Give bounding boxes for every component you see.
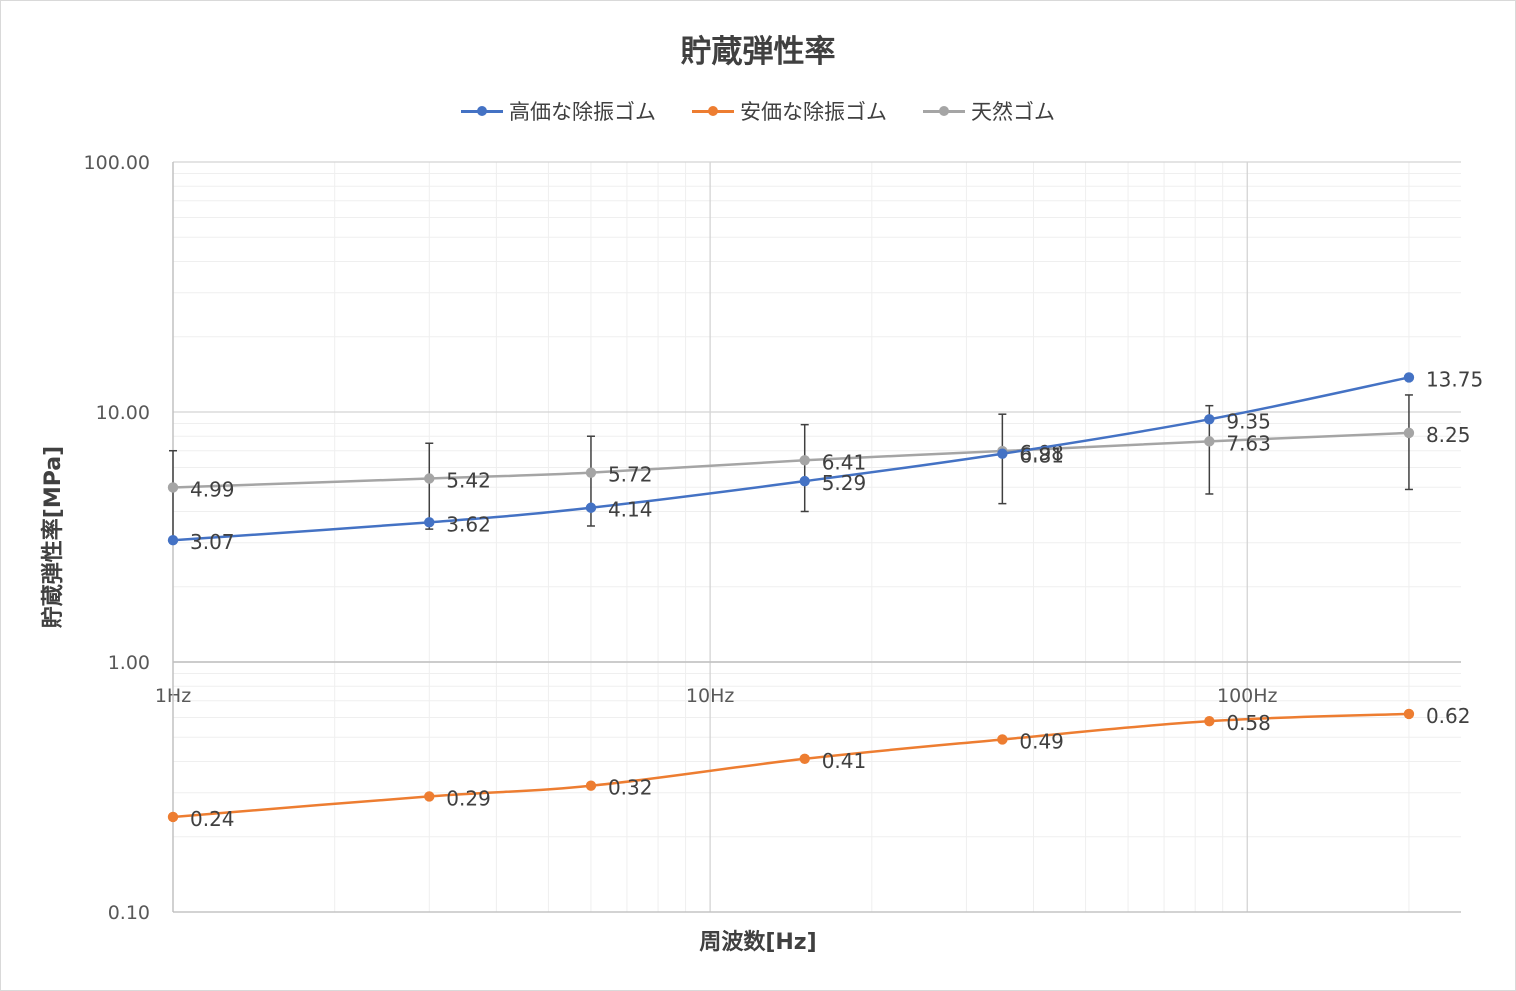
data-point	[167, 482, 179, 493]
data-label: 8.25	[1426, 423, 1471, 447]
data-label: 9.35	[1226, 409, 1271, 433]
legend-item-cheap: 安価な除振ゴム	[692, 96, 887, 126]
legend-label-natural: 天然ゴム	[971, 100, 1055, 124]
series-line-1	[172, 712, 1409, 819]
data-label: 5.29	[822, 471, 867, 495]
data-point	[1403, 708, 1415, 720]
data-label: 6.41	[822, 450, 867, 474]
legend-label-cheap: 安価な除振ゴム	[740, 100, 887, 124]
data-point	[167, 811, 179, 823]
x-tick-label: 10Hz	[686, 685, 734, 707]
data-label: 5.72	[608, 463, 653, 487]
x-tick-label: 100Hz	[1217, 685, 1278, 707]
data-label: 0.41	[822, 749, 867, 773]
series-line-2	[172, 431, 1410, 489]
data-label: 4.99	[190, 477, 235, 501]
data-point	[1204, 715, 1215, 727]
data-point	[1204, 436, 1215, 447]
data-label: 0.49	[1019, 729, 1064, 753]
data-point	[799, 475, 810, 487]
data-point	[585, 780, 597, 791]
legend-swatch-natural	[923, 105, 965, 117]
y-tick-label: 10.00	[96, 402, 150, 424]
data-label: 0.24	[190, 807, 235, 831]
data-point	[997, 448, 1008, 459]
data-point	[799, 753, 810, 765]
data-label: 3.62	[446, 512, 491, 536]
data-label: 0.29	[446, 786, 491, 810]
data-label: 13.75	[1426, 367, 1483, 391]
data-point	[424, 473, 435, 484]
data-label: 0.58	[1226, 711, 1271, 735]
y-axis-title: 貯蔵弾性率[MPa]	[41, 445, 66, 629]
data-label: 3.07	[190, 530, 235, 554]
data-label: 4.14	[608, 498, 653, 522]
data-point	[997, 734, 1008, 745]
chart-title: 貯蔵弾性率	[680, 34, 836, 70]
data-point	[1403, 372, 1415, 383]
data-point	[585, 467, 597, 478]
data-label: 7.63	[1226, 431, 1271, 455]
y-tick-label: 0.10	[108, 902, 150, 924]
data-label: 6.81	[1019, 444, 1064, 468]
y-tick-label: 1.00	[108, 652, 150, 674]
legend-item-expensive: 高価な除振ゴム	[461, 96, 656, 126]
series-line-0	[172, 376, 1410, 542]
data-point	[167, 535, 179, 546]
data-point	[585, 502, 597, 513]
y-tick-label: 100.00	[84, 152, 150, 174]
legend-item-natural: 天然ゴム	[923, 96, 1055, 126]
data-point	[1204, 414, 1215, 425]
legend-label-expensive: 高価な除振ゴム	[509, 100, 656, 124]
data-label: 0.62	[1426, 704, 1471, 728]
data-label: 0.32	[608, 776, 653, 800]
x-axis-title: 周波数[Hz]	[699, 930, 817, 955]
data-label: 5.42	[446, 469, 491, 493]
data-point	[1403, 427, 1415, 439]
data-point	[424, 517, 435, 528]
data-point	[799, 455, 810, 466]
legend: 高価な除振ゴム 安価な除振ゴム 天然ゴム	[0, 96, 1516, 126]
legend-swatch-expensive	[461, 105, 503, 117]
legend-swatch-cheap	[692, 105, 734, 117]
data-point	[424, 791, 435, 802]
